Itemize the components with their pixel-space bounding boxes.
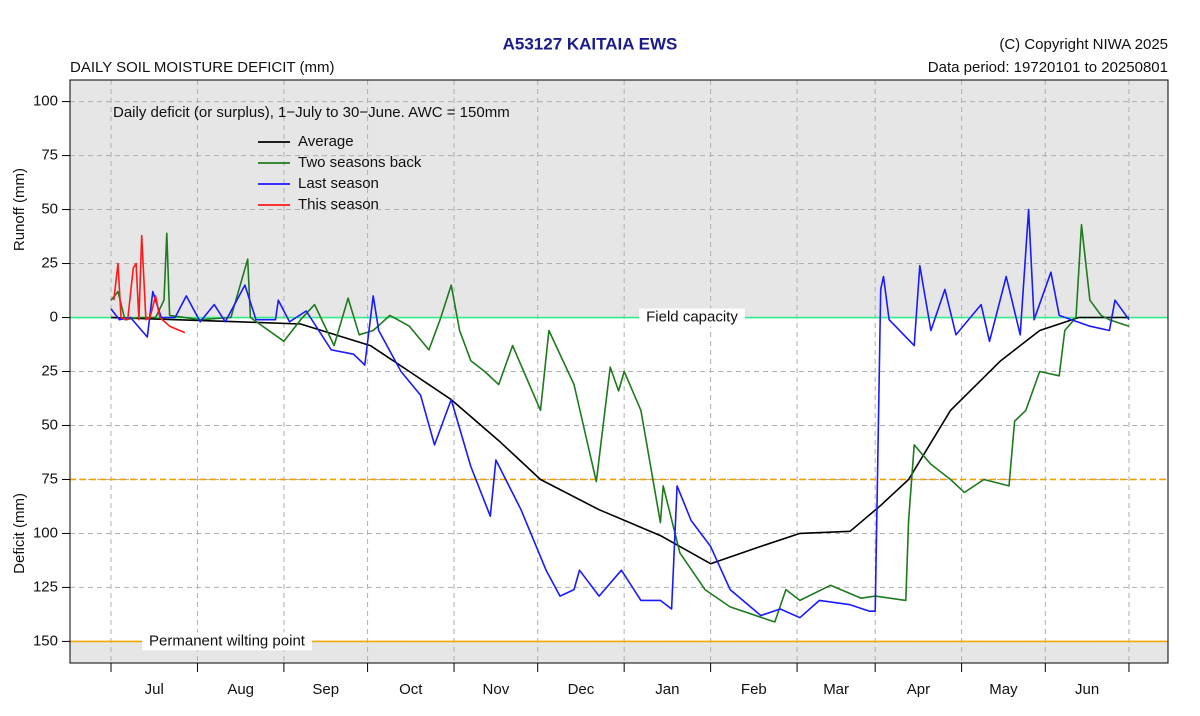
reference-label: Permanent wilting point — [149, 632, 306, 649]
annotation: Daily deficit (or surplus), 1−July to 30… — [113, 104, 510, 121]
plot-frame — [69, 79, 1169, 664]
x-tick-label: Feb — [741, 681, 767, 698]
x-tick-label: Aug — [227, 681, 254, 698]
runoff-zone — [70, 80, 1168, 318]
copyright: (C) Copyright NIWA 2025 — [999, 36, 1168, 53]
y-tick-label: 125 — [33, 578, 58, 595]
legend-label: This season — [298, 196, 379, 213]
x-tick-label: Jul — [145, 681, 164, 698]
reference-label: Field capacity — [646, 308, 738, 325]
chart-title: A53127 KAITAIA EWS — [503, 34, 678, 53]
x-tick-label: May — [989, 681, 1018, 698]
y-tick-label: 0 — [50, 308, 58, 325]
y-tick-label: 75 — [41, 470, 58, 487]
legend-label: Two seasons back — [298, 154, 422, 171]
chart-subtitle: DAILY SOIL MOISTURE DEFICIT (mm) — [70, 59, 334, 76]
x-tick-label: Jan — [655, 681, 679, 698]
x-tick-label: Mar — [823, 681, 849, 698]
series-line — [110, 208, 1130, 619]
x-tick-label: Jun — [1075, 681, 1099, 698]
y-tick-label: 100 — [33, 93, 58, 110]
y-tick-label: 150 — [33, 632, 58, 649]
series-line — [113, 234, 186, 334]
series-line — [110, 223, 1130, 623]
x-tick-label: Nov — [483, 681, 510, 698]
x-tick-label: Sep — [312, 681, 339, 698]
x-tick-label: Oct — [399, 681, 423, 698]
x-tick-label: Apr — [907, 681, 930, 698]
y-tick-label: 75 — [41, 147, 58, 164]
series-line — [110, 316, 1129, 565]
legend-label: Average — [298, 133, 354, 150]
y-tick-label: 25 — [41, 255, 58, 272]
data-period: Data period: 19720101 to 20250801 — [928, 59, 1168, 76]
y-axis-title: Deficit (mm) — [11, 493, 28, 574]
y-tick-label: 100 — [33, 524, 58, 541]
x-tick-label: Dec — [568, 681, 595, 698]
legend-label: Last season — [298, 175, 379, 192]
y-axis-title: Runoff (mm) — [11, 168, 28, 251]
y-tick-label: 50 — [41, 201, 58, 218]
below-wilting-zone — [70, 641, 1168, 663]
reference-label-bg — [639, 308, 745, 327]
y-tick-label: 50 — [41, 416, 58, 433]
y-tick-label: 25 — [41, 362, 58, 379]
reference-label-bg — [142, 632, 312, 651]
